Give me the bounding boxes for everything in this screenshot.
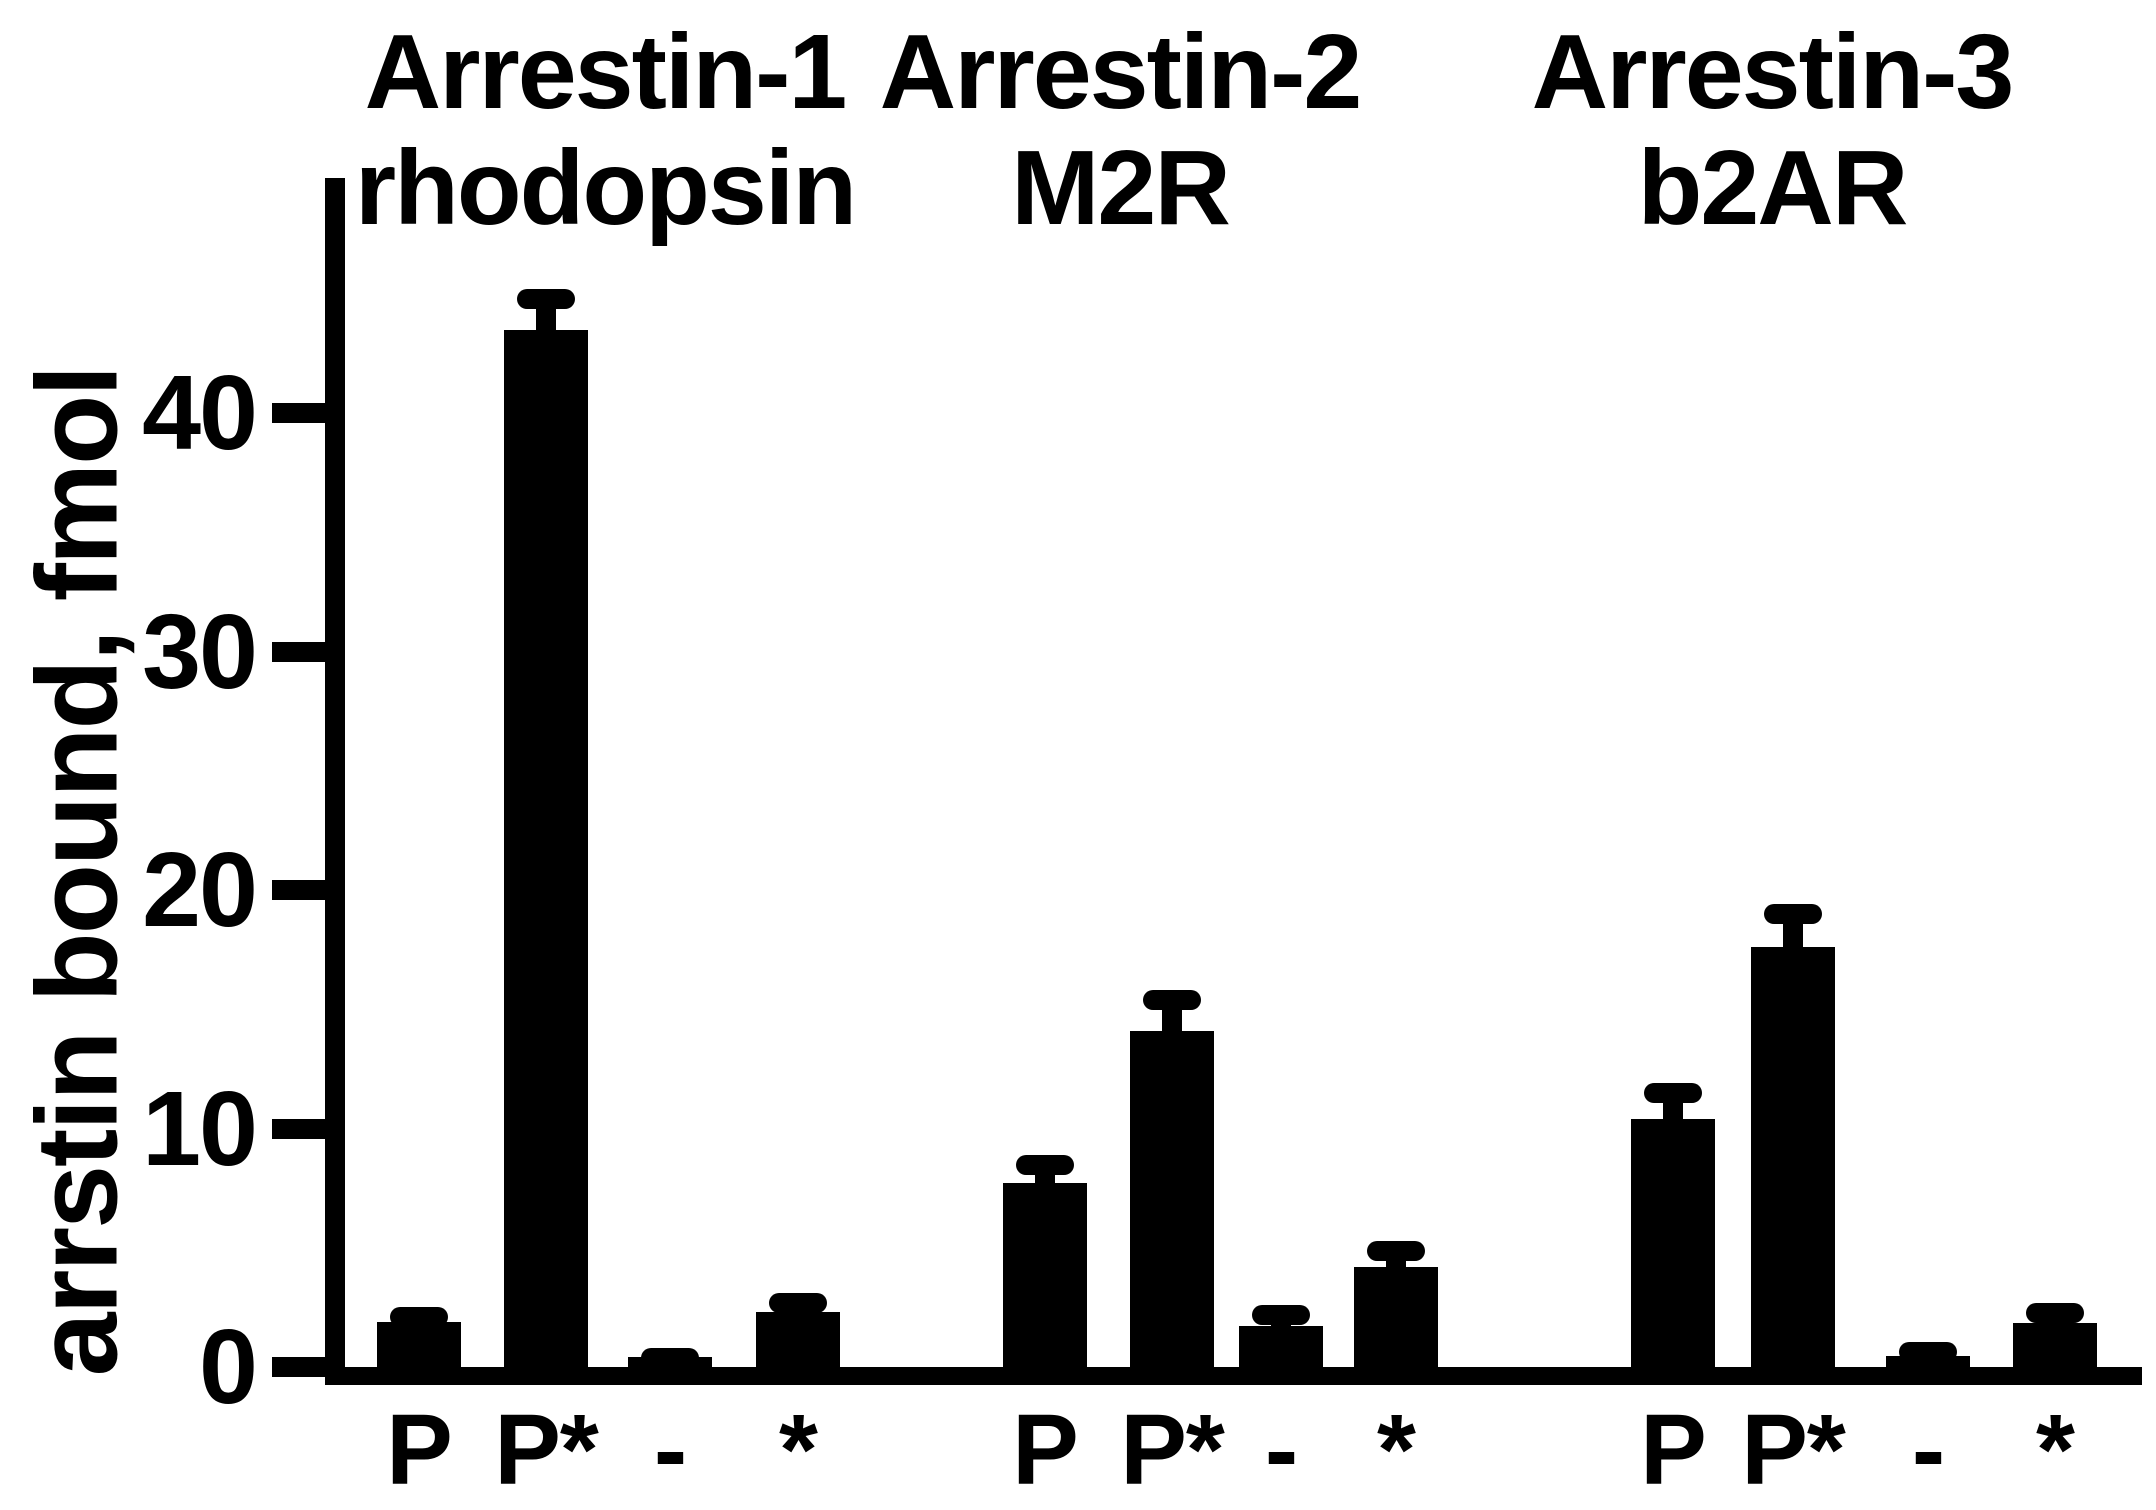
y-tick-label-20: 20 — [142, 831, 258, 949]
y-tick-mark-20 — [272, 880, 345, 900]
bar-arrestin-2-P — [1003, 1183, 1087, 1373]
error-bar-cap — [641, 1347, 699, 1368]
error-bar-cap — [1764, 904, 1822, 925]
group-title-arrestin1: Arrestin-1 rhodopsin — [205, 14, 1005, 246]
error-bar-cap — [1367, 1240, 1425, 1261]
x-tick-label-*: * — [1377, 1394, 1416, 1506]
y-tick-label-10: 10 — [142, 1069, 258, 1188]
group-title-line2: rhodopsin — [354, 129, 857, 247]
x-tick-label-P*: P* — [494, 1394, 599, 1506]
x-tick-label--: - — [1911, 1394, 1945, 1506]
error-bar-cap — [1016, 1154, 1074, 1175]
group-title-line2: b2AR — [1637, 129, 1909, 247]
group-title-line1: Arrestin-2 — [879, 13, 1363, 131]
y-tick-mark-0 — [272, 1357, 345, 1377]
group-title-arrestin3: Arrestin-3 b2AR — [1372, 14, 2156, 246]
x-tick-label-P*: P* — [1741, 1394, 1846, 1506]
y-tick-label-0: 0 — [199, 1308, 258, 1426]
x-axis-line — [325, 1367, 2142, 1385]
group-title-line2: M2R — [1011, 129, 1231, 247]
x-tick-label-P*: P* — [1120, 1394, 1225, 1506]
y-tick-label-40: 40 — [142, 354, 258, 472]
bar-arrestin-2-- — [1239, 1326, 1323, 1373]
x-tick-label-*: * — [779, 1394, 818, 1506]
y-axis-line — [325, 178, 345, 1385]
bar-arrestin-2-P* — [1130, 1030, 1214, 1373]
bar-arrestin-1-P — [377, 1321, 461, 1373]
error-bar-cap — [2026, 1302, 2084, 1323]
y-tick-mark-40 — [272, 403, 345, 423]
x-tick-label-P: P — [386, 1394, 453, 1506]
group-title-line1: Arrestin-3 — [1531, 13, 2015, 131]
bar-arrestin-3-P — [1631, 1118, 1715, 1373]
y-tick-mark-10 — [272, 1118, 345, 1139]
error-bar-cap — [1252, 1304, 1310, 1325]
y-tick-label-30: 30 — [142, 592, 258, 711]
error-bar-cap — [1644, 1083, 1702, 1104]
x-tick-label-P: P — [1640, 1394, 1707, 1506]
bar-arrestin-3-P* — [1751, 947, 1835, 1373]
bar-arrestin-3-* — [2013, 1322, 2097, 1373]
group-title-arrestin2: Arrestin-2 M2R — [720, 14, 1520, 246]
y-tick-mark-30 — [272, 641, 345, 662]
bar-arrestin-1-P* — [504, 329, 588, 1373]
error-bar-cap — [1899, 1341, 1957, 1362]
x-tick-label-P: P — [1012, 1394, 1079, 1506]
group-title-line1: Arrestin-1 — [364, 13, 848, 131]
error-bar-cap — [1143, 990, 1201, 1011]
error-bar-cap — [390, 1307, 448, 1328]
x-tick-label--: - — [1264, 1394, 1298, 1506]
x-tick-label--: - — [653, 1394, 687, 1506]
bar-arrestin-2-* — [1354, 1266, 1438, 1373]
x-tick-label-*: * — [2036, 1394, 2075, 1506]
bar-arrestin-1-* — [756, 1312, 840, 1373]
error-bar-cap — [769, 1293, 827, 1314]
error-bar-cap — [517, 288, 575, 309]
